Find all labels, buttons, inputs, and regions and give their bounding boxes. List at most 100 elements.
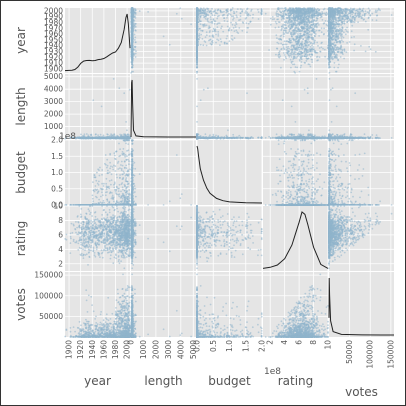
data-point <box>241 29 244 32</box>
data-point <box>300 52 302 55</box>
data-point <box>134 13 137 15</box>
data-point <box>260 9 263 12</box>
data-point <box>231 23 234 26</box>
data-point <box>287 21 290 23</box>
data-point <box>196 13 198 16</box>
data-point <box>282 46 285 48</box>
data-point <box>285 43 288 46</box>
data-point <box>251 17 254 19</box>
data-point <box>312 23 315 26</box>
data-point <box>333 53 336 56</box>
data-point <box>347 15 350 18</box>
data-point <box>134 29 137 32</box>
data-point <box>277 21 280 23</box>
data-point <box>131 7 134 10</box>
data-point <box>280 14 282 17</box>
data-point <box>292 53 295 55</box>
data-point <box>307 38 310 41</box>
data-point <box>309 26 312 28</box>
data-point <box>236 8 239 11</box>
data-point <box>199 43 202 46</box>
data-point <box>209 10 212 13</box>
data-point <box>180 17 183 20</box>
data-point <box>205 31 208 34</box>
data-point <box>307 33 310 36</box>
data-point <box>281 24 284 26</box>
data-point <box>295 57 298 59</box>
data-point <box>216 26 219 28</box>
data-point <box>201 38 204 40</box>
data-point <box>316 51 319 54</box>
data-point <box>134 45 137 48</box>
panel-background <box>131 8 196 73</box>
data-point <box>279 11 282 14</box>
data-point <box>298 46 301 49</box>
data-point <box>371 19 374 21</box>
data-point <box>233 10 235 13</box>
data-point <box>290 66 292 69</box>
data-point <box>350 30 353 33</box>
data-point <box>278 50 281 53</box>
data-point <box>196 61 198 63</box>
data-point <box>202 7 205 10</box>
data-point <box>320 15 323 18</box>
data-point <box>223 10 225 13</box>
data-point <box>278 38 281 41</box>
data-point <box>296 66 299 69</box>
data-point <box>313 16 316 19</box>
data-point <box>290 52 293 55</box>
data-point <box>308 12 311 15</box>
data-point <box>284 43 286 46</box>
data-point <box>239 12 242 15</box>
data-point <box>212 18 215 20</box>
data-point <box>309 55 312 58</box>
data-point <box>196 15 198 18</box>
data-point <box>204 17 207 20</box>
data-point <box>293 9 296 12</box>
data-point <box>316 59 318 62</box>
data-point <box>298 48 301 51</box>
data-point <box>294 40 297 43</box>
data-point <box>312 28 314 31</box>
data-point <box>291 36 294 38</box>
data-point <box>238 27 241 29</box>
data-point <box>317 24 320 26</box>
data-point <box>318 29 320 32</box>
data-point <box>290 25 293 28</box>
data-point <box>134 9 136 11</box>
data-point <box>296 36 298 39</box>
data-point <box>206 20 209 22</box>
data-point <box>250 10 253 12</box>
data-point <box>305 60 308 62</box>
data-point <box>300 64 303 67</box>
data-point <box>283 7 286 10</box>
data-point <box>317 15 319 18</box>
data-point <box>201 30 204 32</box>
data-point <box>269 17 272 20</box>
data-point <box>312 38 314 41</box>
data-point <box>219 44 221 46</box>
data-point <box>205 34 208 37</box>
data-point <box>210 43 213 46</box>
data-point <box>286 40 289 42</box>
data-point <box>300 61 303 63</box>
data-point <box>291 49 294 51</box>
data-point <box>204 36 207 38</box>
data-point <box>285 46 288 48</box>
data-point <box>233 37 236 39</box>
data-point <box>199 8 202 11</box>
data-point <box>288 17 291 19</box>
data-point <box>276 10 278 13</box>
data-point <box>360 45 362 47</box>
data-point <box>257 8 259 11</box>
data-point <box>235 29 238 32</box>
data-point <box>131 13 134 16</box>
data-point <box>275 53 277 56</box>
data-point <box>289 54 292 57</box>
data-point <box>303 23 306 26</box>
data-point <box>228 40 231 42</box>
data-point <box>287 9 289 12</box>
data-point <box>131 47 134 50</box>
data-point <box>317 22 319 24</box>
data-point <box>168 43 171 46</box>
